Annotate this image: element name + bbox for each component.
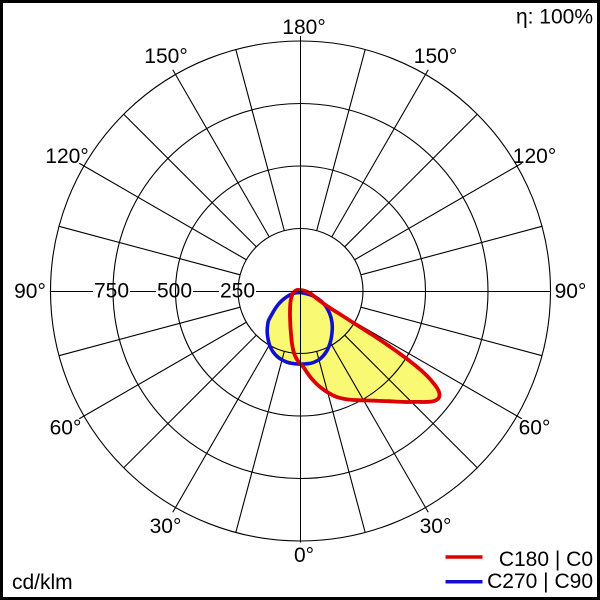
svg-text:500: 500 (157, 280, 192, 303)
svg-text:250: 250 (220, 280, 255, 303)
svg-text:30°: 30° (420, 515, 452, 538)
svg-text:C180 | C0: C180 | C0 (499, 548, 593, 571)
svg-text:180°: 180° (282, 16, 325, 39)
svg-text:0°: 0° (294, 544, 314, 567)
svg-text:cd/klm: cd/klm (12, 571, 73, 594)
svg-text:η: 100%: η: 100% (516, 6, 593, 29)
svg-text:750: 750 (94, 280, 129, 303)
svg-text:30°: 30° (150, 515, 182, 538)
svg-text:90°: 90° (14, 280, 46, 303)
svg-text:150°: 150° (144, 45, 187, 68)
svg-text:120°: 120° (45, 145, 88, 168)
svg-text:120°: 120° (513, 145, 556, 168)
svg-text:60°: 60° (519, 417, 551, 440)
svg-text:C270 | C90: C270 | C90 (487, 570, 593, 593)
svg-text:90°: 90° (555, 280, 587, 303)
svg-text:60°: 60° (50, 417, 82, 440)
svg-text:150°: 150° (414, 45, 457, 68)
